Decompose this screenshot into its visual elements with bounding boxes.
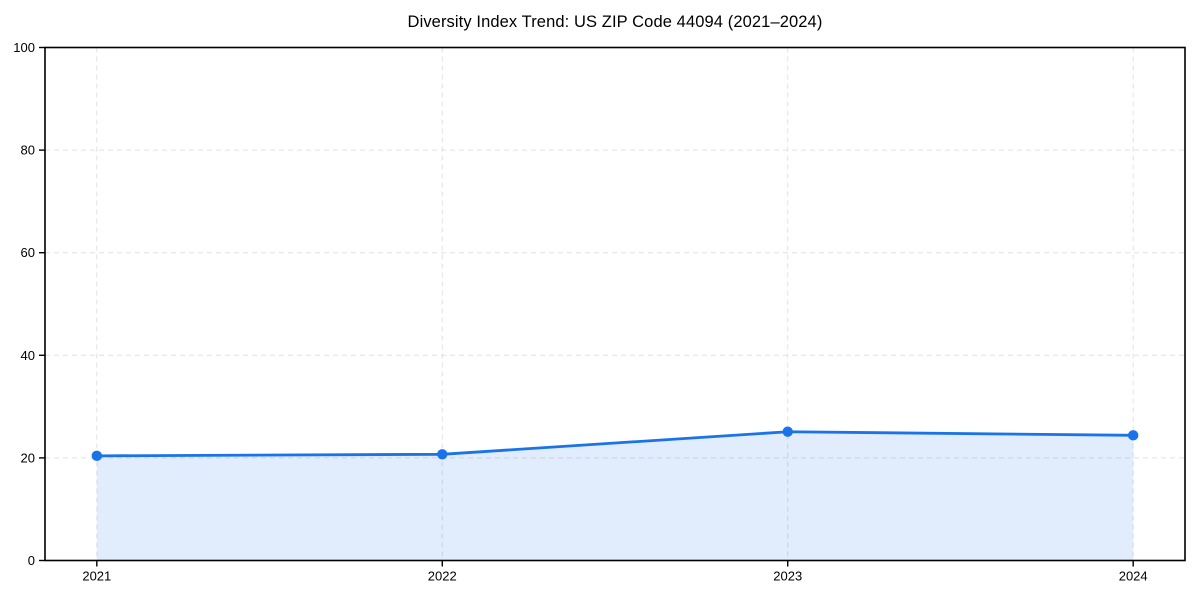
axis-frame [44, 46, 1186, 562]
data-point-2024 [1127, 430, 1139, 441]
y-tick-label: 40 [21, 348, 35, 363]
y-tick-label: 100 [13, 40, 35, 55]
y-tick-label: 0 [28, 553, 35, 568]
x-tick-label: 2021 [82, 569, 111, 584]
chart-title: Diversity Index Trend: US ZIP Code 44094… [407, 13, 823, 31]
trend-line [95, 430, 1135, 458]
y-tick-label: 20 [21, 450, 35, 465]
data-point-2021 [91, 450, 103, 462]
data-point-2023 [782, 426, 793, 437]
x-tick-label: 2022 [428, 569, 457, 584]
y-tick-label: 80 [21, 143, 35, 158]
x-tick-label: 2023 [773, 569, 802, 584]
data-point-2022 [437, 449, 448, 460]
x-tick-label: 2024 [1119, 569, 1148, 584]
area-fill [96, 431, 1134, 561]
y-tick-label: 60 [21, 245, 35, 260]
